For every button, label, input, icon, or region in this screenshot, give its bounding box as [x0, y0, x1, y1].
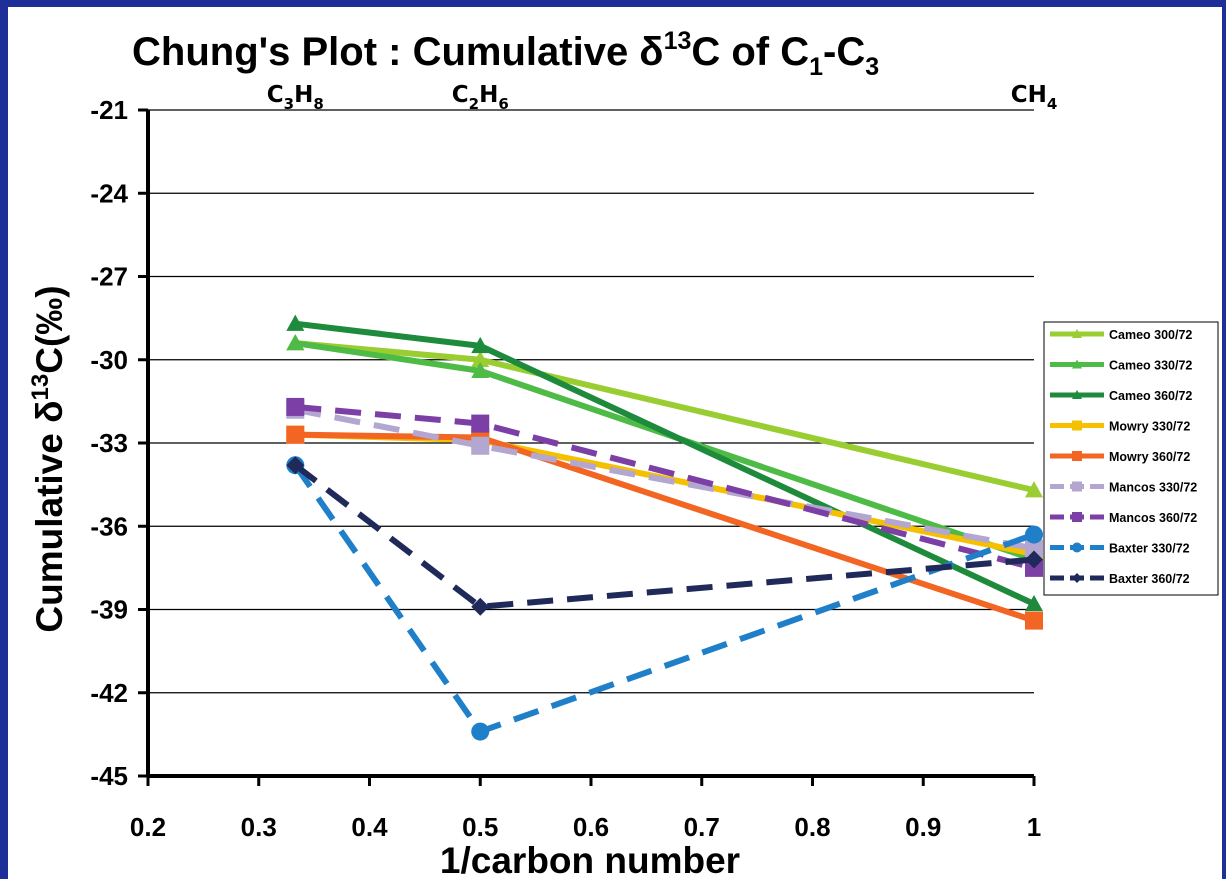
legend-marker	[1072, 329, 1082, 338]
data-point	[471, 597, 490, 616]
data-point	[1025, 525, 1043, 544]
legend-item: Cameo 300/72	[1050, 328, 1192, 342]
gridlines	[148, 109, 1034, 694]
legend-item: Baxter 360/72	[1050, 572, 1190, 586]
legend-marker	[1072, 573, 1082, 583]
x-tick-label: 0.6	[573, 812, 609, 842]
x-tick-labels: 0.2 0.3 0.4 0.5 0.6 0.7 0.8 0.9 1	[130, 812, 1041, 842]
legend-item: Baxter 330/72	[1050, 542, 1190, 556]
series-line	[294, 340, 1035, 563]
chart-frame: Chung's Plot : Cumulative δ13C of C1-C3 …	[8, 7, 1222, 879]
series-line	[293, 462, 1035, 610]
x-tick-label: 0.3	[241, 812, 277, 842]
y-tick-label: -36	[90, 511, 128, 541]
legend-item: Mancos 330/72	[1050, 481, 1197, 495]
y-tick-label: -42	[90, 678, 128, 708]
legend-label: Mancos 360/72	[1109, 511, 1197, 525]
data-series	[286, 314, 1043, 741]
y-tick-label: -30	[90, 345, 128, 375]
y-tick-label: -27	[90, 262, 128, 292]
legend-item: Mowry 360/72	[1050, 450, 1190, 464]
data-point	[286, 456, 305, 475]
y-tick-label: -39	[90, 595, 128, 625]
molecule-label: CH4	[1011, 82, 1058, 113]
data-point	[1025, 594, 1043, 612]
legend-label: Baxter 360/72	[1109, 572, 1190, 586]
legend-label: Mowry 330/72	[1109, 420, 1190, 434]
legend-label: Mancos 330/72	[1109, 481, 1197, 495]
legend-label: Cameo 300/72	[1109, 328, 1192, 342]
molecule-label: C2H6	[452, 82, 509, 113]
axes	[138, 108, 1036, 786]
data-point	[471, 350, 490, 367]
legend-label: Mowry 360/72	[1109, 450, 1190, 464]
legend-label: Baxter 330/72	[1109, 542, 1190, 556]
legend-marker	[1072, 390, 1082, 399]
legend-marker	[1072, 481, 1082, 492]
molecule-labels: C3H8 C2H6 CH4	[267, 82, 1057, 113]
legend-marker	[1072, 359, 1082, 369]
legend: Cameo 300/72 Cameo 330/72 Cameo 360/72 Mowr…	[1043, 321, 1219, 596]
x-tick-label: 1	[1027, 812, 1041, 842]
legend-marker	[1072, 420, 1082, 431]
series-line	[295, 340, 1035, 494]
data-point	[286, 425, 305, 444]
series-line	[294, 406, 1035, 552]
data-point	[471, 361, 490, 379]
y-tick-label: -24	[90, 178, 128, 208]
y-axis-title: Cumulative δ13C(‰)	[27, 285, 70, 632]
data-point	[471, 336, 490, 354]
x-tick-label: 0.8	[794, 812, 830, 842]
data-point	[1025, 539, 1043, 558]
data-point	[471, 436, 490, 455]
series-baxter-360-72	[286, 456, 1043, 616]
chart-title: Chung's Plot : Cumulative δ13C of C1-C3	[132, 27, 879, 81]
legend-marker	[1072, 512, 1082, 522]
y-tick-label: -45	[90, 761, 128, 791]
molecule-label: C3H8	[267, 82, 324, 113]
legend-marker	[1072, 542, 1082, 553]
data-point	[1025, 611, 1043, 630]
x-tick-label: 0.2	[130, 812, 166, 842]
data-point	[1025, 550, 1043, 569]
data-point	[471, 722, 490, 741]
data-point	[286, 334, 305, 351]
x-tick-label: 0.7	[684, 812, 720, 842]
x-tick-label: 0.9	[905, 812, 941, 842]
data-point	[1025, 481, 1043, 498]
legend-item: Mowry 330/72	[1050, 420, 1190, 434]
y-tick-labels: -21 -24 -27 -30 -33 -36 -39 -42 -45	[90, 95, 128, 791]
legend-marker	[1072, 451, 1082, 461]
chung-plot-chart: Chung's Plot : Cumulative δ13C of C1-C3 …	[27, 27, 1219, 879]
legend-item: Mancos 360/72	[1050, 511, 1197, 525]
y-tick-label: -21	[90, 95, 128, 125]
data-point	[286, 314, 305, 331]
legend-label: Cameo 360/72	[1109, 389, 1192, 403]
y-tick-label: -33	[90, 428, 128, 458]
legend-label: Cameo 330/72	[1109, 359, 1192, 373]
x-axis-title: 1/carbon number	[440, 840, 740, 879]
data-point	[286, 397, 305, 416]
legend-item: Cameo 360/72	[1050, 389, 1192, 403]
series-mancos-360-72	[286, 397, 1043, 577]
legend-items: Cameo 300/72 Cameo 330/72 Cameo 360/72 Mowr…	[1050, 328, 1197, 586]
x-tick-label: 0.4	[351, 812, 388, 842]
x-tick-label: 0.5	[462, 812, 498, 842]
data-point	[471, 414, 490, 433]
series-line	[292, 463, 1036, 735]
legend-item: Cameo 330/72	[1050, 359, 1192, 373]
